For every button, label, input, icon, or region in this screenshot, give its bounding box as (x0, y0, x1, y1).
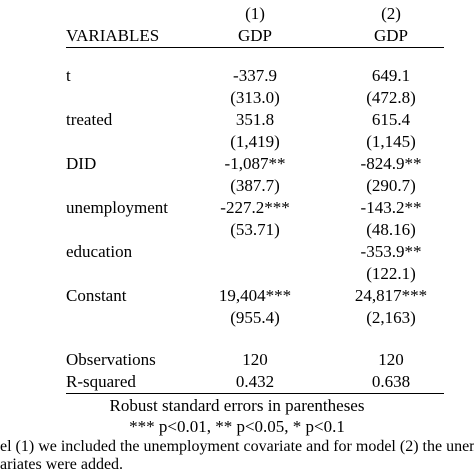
col2-dependent: GDP (373, 26, 408, 45)
row-label-constant: Constant (66, 286, 127, 305)
coef-treated-2: 615.4 (371, 110, 411, 129)
se-constant-2: (2,163) (366, 308, 416, 327)
observations-2: 120 (378, 350, 404, 369)
row-label-did: DID (66, 154, 97, 173)
row-label-education: education (66, 242, 133, 261)
row-label-t: t (66, 66, 71, 85)
rsquared-2: 0.638 (371, 372, 411, 391)
robust-se-note: Robust standard errors in parentheses (109, 396, 365, 415)
se-t-1: (313.0) (230, 88, 280, 107)
header-rule (66, 47, 444, 48)
coef-constant-1: 19,404*** (218, 286, 292, 305)
coef-unemployment-2: -143.2** (360, 198, 422, 217)
se-t-2: (472.8) (366, 88, 416, 107)
significance-note: *** p<0.01, ** p<0.05, * p<0.1 (129, 417, 345, 436)
bottom-rule (66, 393, 444, 394)
col1-dependent: GDP (237, 26, 272, 45)
coef-unemployment-1: -227.2*** (220, 198, 290, 217)
col1-number: (1) (245, 4, 265, 23)
se-did-1: (387.7) (230, 176, 280, 195)
se-treated-2: (1,145) (366, 132, 416, 151)
observations-1: 120 (242, 350, 268, 369)
variables-header: VARIABLES (66, 26, 160, 45)
row-label-treated: treated (66, 110, 113, 129)
se-unemployment-2: (48.16) (366, 220, 416, 239)
caption-line-2: ariates were added. (0, 456, 124, 473)
col2-number: (2) (381, 4, 401, 23)
coef-education-2: -353.9** (360, 242, 422, 261)
row-label-observations: Observations (66, 350, 156, 369)
coef-did-1: -1,087** (224, 154, 286, 173)
se-treated-1: (1,419) (230, 132, 280, 151)
se-education-2: (122.1) (366, 264, 416, 283)
se-did-2: (290.7) (366, 176, 416, 195)
coef-did-2: -824.9** (360, 154, 422, 173)
coef-treated-1: 351.8 (235, 110, 275, 129)
se-unemployment-1: (53.71) (230, 220, 280, 239)
coef-constant-2: 24,817*** (354, 286, 428, 305)
row-label-rsquared: R-squared (66, 372, 136, 391)
coef-t-2: 649.1 (371, 66, 411, 85)
row-label-unemployment: unemployment (66, 198, 168, 217)
se-constant-1: (955.4) (230, 308, 280, 327)
rsquared-1: 0.432 (235, 372, 275, 391)
coef-t-1: -337.9 (233, 66, 277, 85)
caption-line-1: el (1) we included the unemployment cova… (0, 438, 474, 455)
